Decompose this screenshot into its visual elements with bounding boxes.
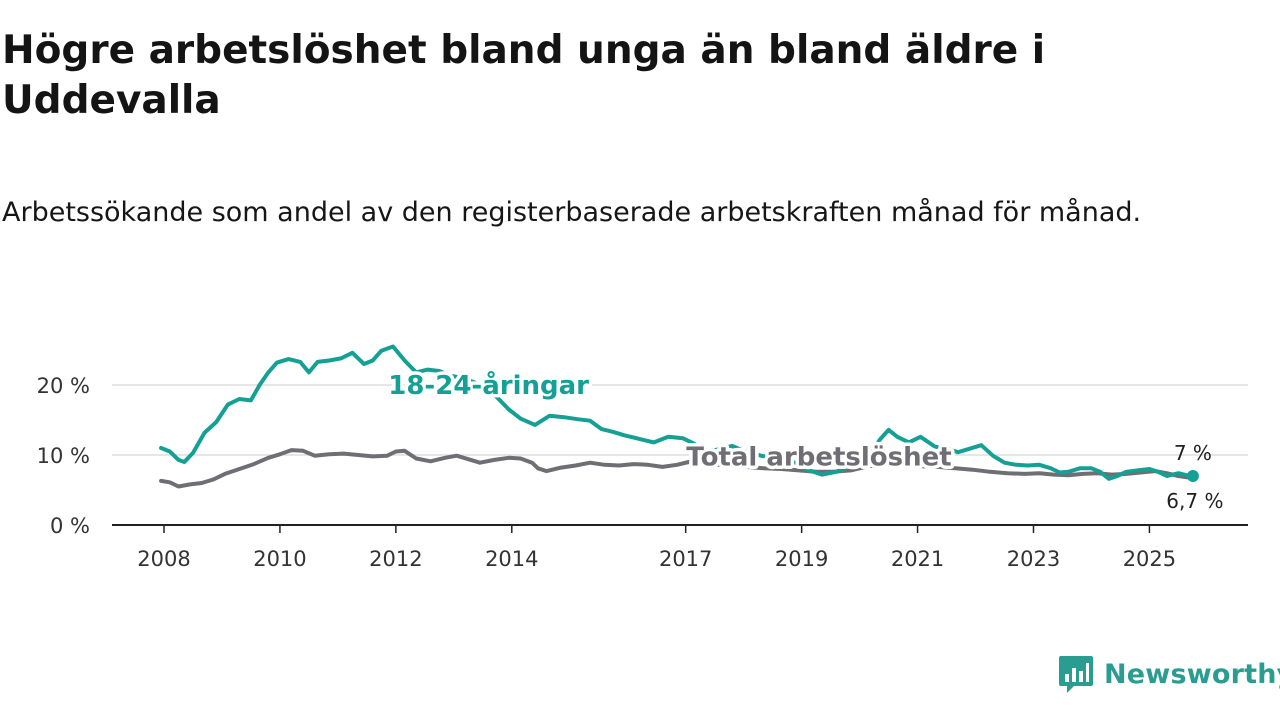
series-label-youth: 18-24-åringar	[388, 369, 589, 401]
x-tick-label: 2014	[485, 547, 538, 571]
y-tick-label: 10 %	[37, 444, 90, 468]
x-axis: 2008 2010 2012 2014 2017 2019 2021 2023 2025	[112, 524, 1248, 571]
newsworthy-logo-icon	[1059, 656, 1093, 693]
series-label-halo: 18-24-åringar	[388, 369, 589, 401]
chart-subtitle: Arbetssökande som andel av den registerb…	[2, 197, 1142, 228]
chart-title: Högre arbetslöshet bland unga än bland ä…	[2, 28, 1046, 123]
x-tick-label: 2025	[1123, 547, 1176, 571]
y-axis: 0 % 10 % 20 %	[37, 374, 90, 538]
x-tick-label: 2008	[137, 547, 190, 571]
brand-logo: Newsworthy	[1058, 652, 1280, 696]
series-lines	[159, 344, 1199, 489]
x-tick-label: 2010	[253, 547, 306, 571]
end-value-label-total: 6,7 %	[1166, 489, 1223, 513]
x-tick-label: 2021	[891, 547, 944, 571]
x-tick-label: 2017	[659, 547, 712, 571]
series-label-total: Total arbetslöshet	[686, 443, 951, 473]
series-line-youth	[159, 344, 1195, 481]
y-tick-label: 20 %	[37, 374, 90, 398]
line-chart: 0 % 10 % 20 % 2008 2010 2012 2014 2017 2019 2021…	[37, 344, 1248, 571]
x-tick-label: 2012	[369, 547, 422, 571]
x-tick-label: 2023	[1007, 547, 1060, 571]
end-value-label-youth: 7 %	[1174, 441, 1212, 465]
x-tick-label: 2019	[775, 547, 828, 571]
series-line-total	[159, 448, 1195, 489]
y-tick-label: 0 %	[50, 514, 90, 538]
grid-layer	[112, 384, 1248, 456]
series-label-halo: Total arbetslöshet	[686, 443, 951, 473]
series-end-marker	[1186, 470, 1199, 482]
brand-name: Newsworthy	[1104, 658, 1280, 690]
